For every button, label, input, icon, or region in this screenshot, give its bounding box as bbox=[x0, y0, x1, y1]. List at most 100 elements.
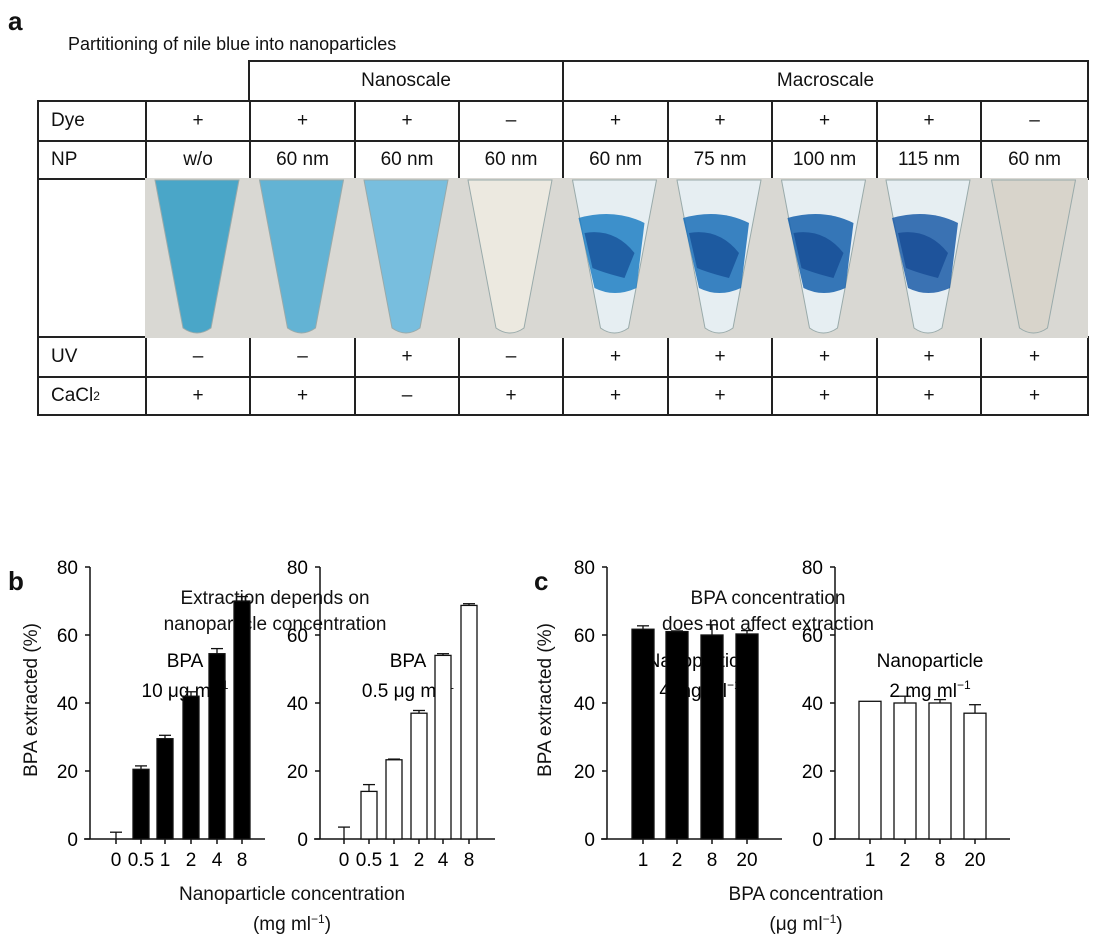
table-cell: + bbox=[145, 100, 251, 142]
bar bbox=[182, 695, 200, 840]
chart-subtitle-line1: BPA bbox=[167, 651, 204, 672]
x-tick-label: 8 bbox=[935, 850, 946, 871]
row-label-np: NP bbox=[37, 140, 147, 180]
table-cell: – bbox=[980, 100, 1089, 142]
table-cell: + bbox=[771, 336, 878, 378]
y-tick-label: 60 bbox=[57, 626, 78, 647]
table-cell: + bbox=[249, 100, 356, 142]
y-tick-label: 40 bbox=[802, 694, 823, 715]
bar bbox=[963, 712, 987, 840]
bar bbox=[385, 759, 403, 840]
bar bbox=[631, 628, 655, 840]
chart-subtitle-sup: −1 bbox=[440, 678, 454, 692]
table-cell: + bbox=[458, 376, 564, 416]
x-tick-label: 4 bbox=[438, 850, 449, 871]
unit-text: (mg ml bbox=[252, 914, 312, 935]
tube-3 bbox=[363, 179, 449, 334]
bar bbox=[700, 634, 724, 840]
tube-8 bbox=[885, 179, 971, 334]
table-cell: + bbox=[562, 336, 669, 378]
tube-2 bbox=[258, 179, 345, 334]
table-cell: + bbox=[354, 100, 460, 142]
bar bbox=[360, 790, 378, 840]
x-tick-label: 0.5 bbox=[356, 850, 382, 871]
y-tick-label: 20 bbox=[287, 762, 308, 783]
group-header-macroscale: Macroscale bbox=[562, 60, 1089, 102]
table-cell: 100 nm bbox=[771, 140, 878, 180]
table-cell: + bbox=[771, 100, 878, 142]
x-tick-label: 1 bbox=[389, 850, 400, 871]
bar bbox=[858, 700, 882, 840]
y-tick-label: 80 bbox=[574, 558, 595, 579]
chart-subtitle-sup: −1 bbox=[215, 678, 229, 692]
panel-b-title-line2: nanoparticle concentration bbox=[163, 614, 387, 635]
y-tick-label: 40 bbox=[287, 694, 308, 715]
y-tick-label: 80 bbox=[287, 558, 308, 579]
table-cell: – bbox=[458, 336, 564, 378]
table-cell: + bbox=[771, 376, 878, 416]
panel-a-label: a bbox=[8, 6, 23, 36]
x-tick-label: 2 bbox=[186, 850, 197, 871]
row-label-uv: UV bbox=[37, 336, 147, 378]
unit-sup: −1 bbox=[822, 912, 837, 926]
chart-subtitle-line2: 0.5 μg ml−1 bbox=[362, 678, 455, 702]
table-cell: + bbox=[980, 376, 1089, 416]
x-tick-label: 0.5 bbox=[128, 850, 154, 871]
y-tick-label: 20 bbox=[57, 762, 78, 783]
row-label-cacl: CaCl 2 bbox=[37, 376, 147, 416]
panel-c-label: c bbox=[534, 566, 549, 596]
tube-5 bbox=[571, 179, 658, 334]
y-tick-label: 60 bbox=[574, 626, 595, 647]
x-tick-label: 8 bbox=[237, 850, 248, 871]
table-cell: 60 nm bbox=[562, 140, 669, 180]
y-tick-label: 40 bbox=[57, 694, 78, 715]
tube-9 bbox=[990, 179, 1077, 334]
unit-end: ) bbox=[836, 914, 843, 935]
table-cell: + bbox=[667, 336, 773, 378]
x-tick-label: 8 bbox=[707, 850, 718, 871]
table-cell: + bbox=[562, 100, 669, 142]
x-tick-label: 20 bbox=[964, 850, 985, 871]
x-tick-label: 4 bbox=[212, 850, 223, 871]
x-tick-label: 1 bbox=[638, 850, 649, 871]
y-tick-label: 0 bbox=[297, 830, 308, 851]
table-cell: – bbox=[249, 336, 356, 378]
table-cell: 75 nm bbox=[667, 140, 773, 180]
table-cell: w/o bbox=[145, 140, 251, 180]
panel-b-ylabel: BPA extracted (%) bbox=[21, 623, 42, 777]
tube-1 bbox=[154, 179, 240, 334]
x-tick-label: 2 bbox=[414, 850, 425, 871]
table-cell: 60 nm bbox=[458, 140, 564, 180]
y-tick-label: 80 bbox=[802, 558, 823, 579]
unit-text: (μg ml bbox=[769, 914, 823, 935]
panel-a-title: Partitioning of nile blue into nanoparti… bbox=[68, 34, 397, 54]
table-cell: + bbox=[354, 336, 460, 378]
bar bbox=[434, 654, 452, 840]
panel-c-title-line2: does not affect extraction bbox=[662, 614, 874, 635]
chart-subtitle-line1: Nanoparticle bbox=[877, 651, 984, 672]
tube-4 bbox=[467, 179, 553, 334]
x-tick-label: 0 bbox=[339, 850, 350, 871]
y-tick-label: 0 bbox=[67, 830, 78, 851]
panel-c-title-line1: BPA concentration bbox=[690, 588, 846, 609]
table-cell: + bbox=[876, 100, 982, 142]
y-tick-label: 0 bbox=[584, 830, 595, 851]
panel-c-xlabel: BPA concentration bbox=[728, 884, 884, 905]
chart-subtitle-line1: Nanoparticle bbox=[647, 651, 754, 672]
x-tick-label: 8 bbox=[464, 850, 475, 871]
unit-end: ) bbox=[324, 914, 332, 935]
table-cell: + bbox=[876, 336, 982, 378]
table-cell: + bbox=[980, 336, 1089, 378]
bar bbox=[156, 738, 174, 840]
table-cell: + bbox=[249, 376, 356, 416]
y-tick-label: 0 bbox=[812, 830, 823, 851]
x-tick-label: 1 bbox=[865, 850, 876, 871]
panel-c-xlabel-unit: (μg ml−1) bbox=[769, 912, 842, 936]
bar bbox=[893, 702, 917, 840]
x-tick-label: 2 bbox=[900, 850, 911, 871]
bar bbox=[928, 702, 952, 840]
table-cell: + bbox=[562, 376, 669, 416]
subscript: 2 bbox=[93, 389, 100, 403]
tubes-photo bbox=[145, 178, 1088, 338]
